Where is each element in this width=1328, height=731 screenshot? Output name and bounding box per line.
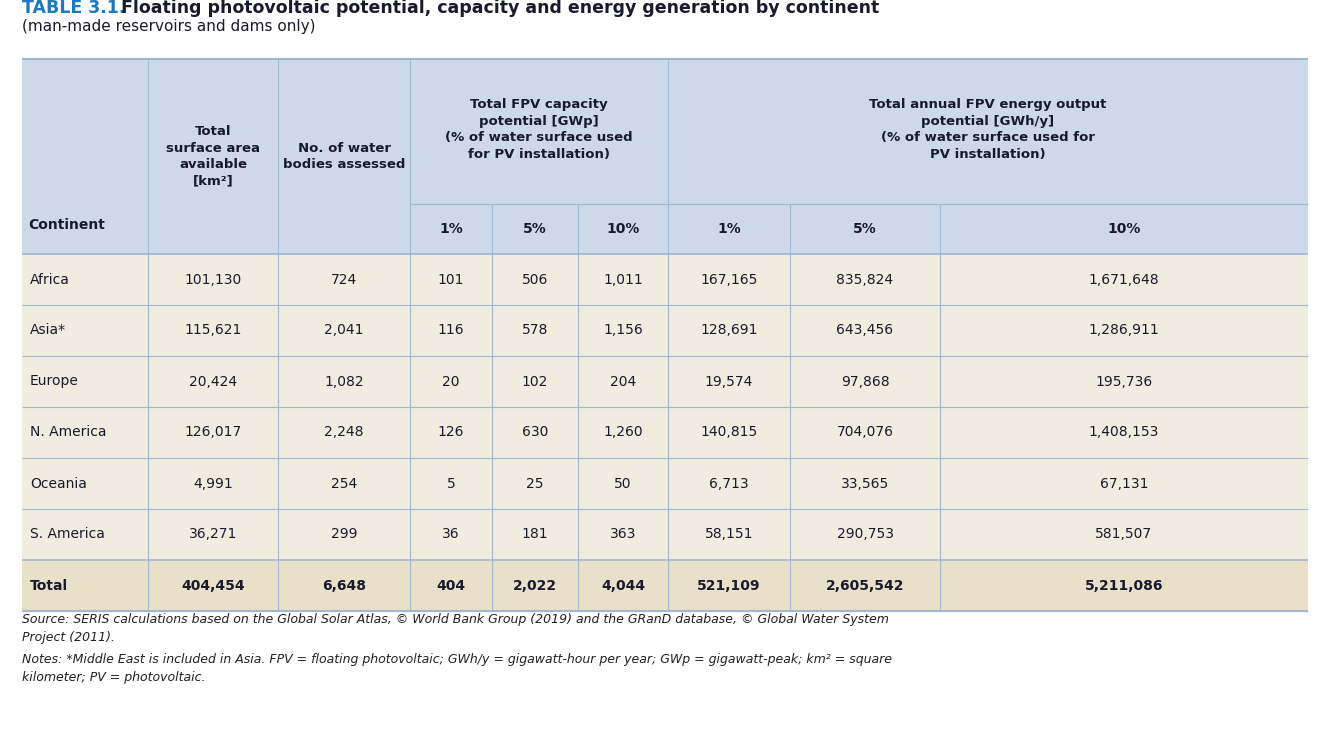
- Text: Europe: Europe: [31, 374, 78, 388]
- Text: 1,156: 1,156: [603, 324, 643, 338]
- Text: 20,424: 20,424: [189, 374, 238, 388]
- Text: Notes: *Middle East is included in Asia. FPV = floating photovoltaic; GWh/y = gi: Notes: *Middle East is included in Asia.…: [23, 653, 892, 666]
- Text: 1%: 1%: [717, 222, 741, 236]
- Text: 1%: 1%: [440, 222, 463, 236]
- Text: 5,211,086: 5,211,086: [1085, 578, 1163, 593]
- Text: 126: 126: [438, 425, 465, 439]
- Text: 6,713: 6,713: [709, 477, 749, 491]
- Text: Source: SERIS calculations based on the Global Solar Atlas, © World Bank Group (: Source: SERIS calculations based on the …: [23, 613, 888, 626]
- Text: 204: 204: [610, 374, 636, 388]
- Text: Total annual FPV energy output
potential [GWh/y]
(% of water surface used for
PV: Total annual FPV energy output potential…: [870, 98, 1106, 161]
- Text: 5%: 5%: [523, 222, 547, 236]
- Text: 254: 254: [331, 477, 357, 491]
- Text: 20: 20: [442, 374, 459, 388]
- Bar: [23, 59, 1308, 611]
- Text: 115,621: 115,621: [185, 324, 242, 338]
- Text: 521,109: 521,109: [697, 578, 761, 593]
- Text: 58,151: 58,151: [705, 528, 753, 542]
- Text: 2,041: 2,041: [324, 324, 364, 338]
- Text: 581,507: 581,507: [1096, 528, 1153, 542]
- Text: 101: 101: [438, 273, 465, 287]
- Text: 97,868: 97,868: [841, 374, 890, 388]
- Text: Oceania: Oceania: [31, 477, 86, 491]
- Text: 67,131: 67,131: [1100, 477, 1149, 491]
- Text: 6,648: 6,648: [321, 578, 367, 593]
- Text: 404: 404: [437, 578, 466, 593]
- Text: 36: 36: [442, 528, 459, 542]
- Text: N. America: N. America: [31, 425, 106, 439]
- Text: Total
surface area
available
[km²]: Total surface area available [km²]: [166, 125, 260, 188]
- Text: 2,605,542: 2,605,542: [826, 578, 904, 593]
- Text: 33,565: 33,565: [841, 477, 890, 491]
- Text: Total: Total: [31, 578, 68, 593]
- Text: (man-made reservoirs and dams only): (man-made reservoirs and dams only): [23, 19, 316, 34]
- Text: 290,753: 290,753: [837, 528, 894, 542]
- Text: 299: 299: [331, 528, 357, 542]
- Text: 167,165: 167,165: [700, 273, 758, 287]
- Text: 4,991: 4,991: [193, 477, 232, 491]
- Bar: [23, 560, 1308, 611]
- Text: 704,076: 704,076: [837, 425, 894, 439]
- Text: kilometer; PV = photovoltaic.: kilometer; PV = photovoltaic.: [23, 671, 206, 684]
- Text: 506: 506: [522, 273, 548, 287]
- Text: 19,574: 19,574: [705, 374, 753, 388]
- Text: 102: 102: [522, 374, 548, 388]
- Text: Floating photovoltaic potential, capacity and energy generation by continent: Floating photovoltaic potential, capacit…: [116, 0, 879, 17]
- Text: 2,248: 2,248: [324, 425, 364, 439]
- Text: Total FPV capacity
potential [GWp]
(% of water surface used
for PV installation): Total FPV capacity potential [GWp] (% of…: [445, 98, 633, 161]
- Text: Africa: Africa: [31, 273, 70, 287]
- Text: 126,017: 126,017: [185, 425, 242, 439]
- Text: S. America: S. America: [31, 528, 105, 542]
- Text: 25: 25: [526, 477, 543, 491]
- Text: 1,260: 1,260: [603, 425, 643, 439]
- Text: 140,815: 140,815: [700, 425, 758, 439]
- Text: 1,011: 1,011: [603, 273, 643, 287]
- Text: 116: 116: [438, 324, 465, 338]
- Text: 4,044: 4,044: [602, 578, 645, 593]
- Text: Project (2011).: Project (2011).: [23, 631, 116, 644]
- Text: 2,022: 2,022: [513, 578, 556, 593]
- Text: 5%: 5%: [853, 222, 876, 236]
- Text: Asia*: Asia*: [31, 324, 66, 338]
- Bar: [23, 254, 1308, 611]
- Text: 181: 181: [522, 528, 548, 542]
- Text: 1,286,911: 1,286,911: [1089, 324, 1159, 338]
- Text: Continent: Continent: [28, 218, 105, 232]
- Text: 36,271: 36,271: [189, 528, 238, 542]
- Text: 50: 50: [615, 477, 632, 491]
- Text: 404,454: 404,454: [181, 578, 244, 593]
- Text: 195,736: 195,736: [1096, 374, 1153, 388]
- Text: 1,671,648: 1,671,648: [1089, 273, 1159, 287]
- Text: 101,130: 101,130: [185, 273, 242, 287]
- Text: 1,408,153: 1,408,153: [1089, 425, 1159, 439]
- Text: 1,082: 1,082: [324, 374, 364, 388]
- Text: 128,691: 128,691: [700, 324, 758, 338]
- Text: 10%: 10%: [1108, 222, 1141, 236]
- Text: TABLE 3.1.: TABLE 3.1.: [23, 0, 125, 17]
- Text: 10%: 10%: [607, 222, 640, 236]
- Text: 363: 363: [610, 528, 636, 542]
- Text: No. of water
bodies assessed: No. of water bodies assessed: [283, 142, 405, 171]
- Text: 724: 724: [331, 273, 357, 287]
- Text: 643,456: 643,456: [837, 324, 894, 338]
- Text: 5: 5: [446, 477, 456, 491]
- Text: 835,824: 835,824: [837, 273, 894, 287]
- Text: 578: 578: [522, 324, 548, 338]
- Text: 630: 630: [522, 425, 548, 439]
